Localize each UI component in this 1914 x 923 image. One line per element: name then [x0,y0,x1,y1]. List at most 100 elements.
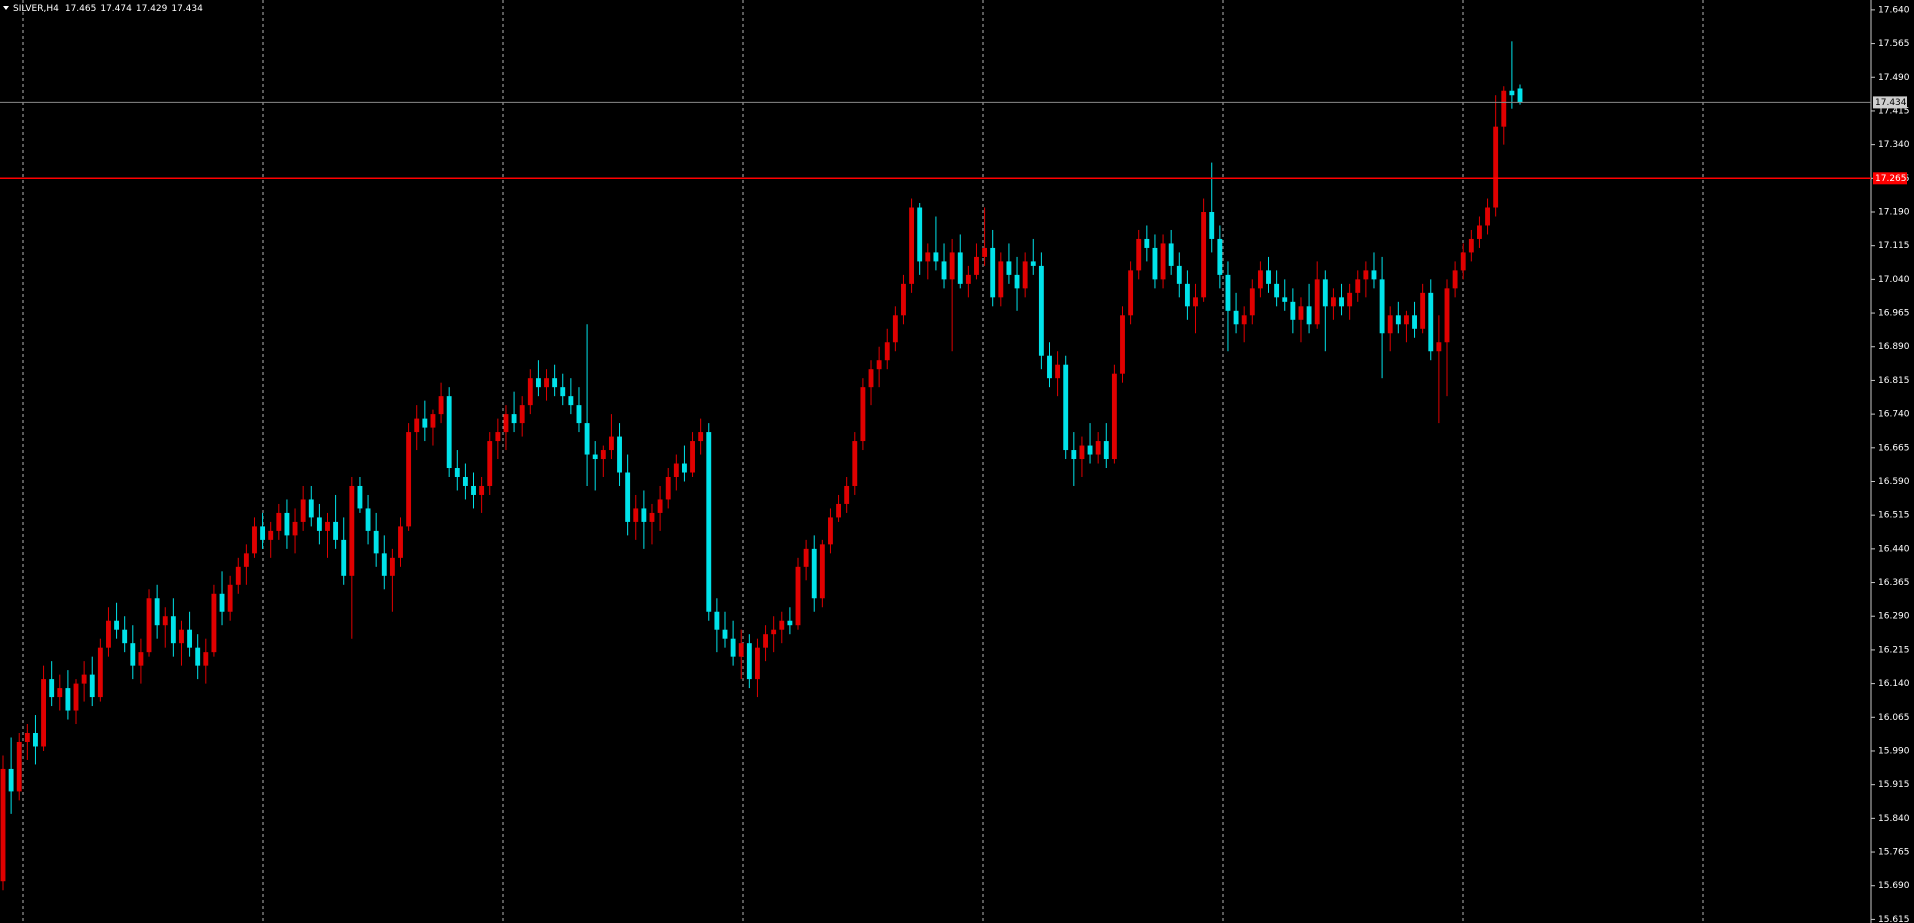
candle-body [1298,306,1304,320]
candle-body [252,526,257,554]
candle-body [1136,238,1142,271]
last-open: 17.465 [65,4,97,14]
candle-body [1485,207,1490,226]
candle-body [965,274,971,284]
last-high: 17.474 [100,4,132,14]
candle-body [1403,315,1409,325]
candle-body [389,557,395,576]
candle-body [608,436,614,451]
candle-body [1006,261,1012,275]
candle-body [1314,279,1320,325]
level-label-box [1873,172,1907,185]
chart-header: SILVER,H4 17.465 17.474 17.429 17.434 [13,4,203,14]
candle-body [974,256,979,275]
y-tick-label: 16.665 [1878,443,1910,453]
candle-body [860,387,866,442]
candle-body [1379,279,1385,334]
candle-body [1468,238,1474,253]
candle-body [406,432,412,527]
y-tick-label: 15.840 [1878,814,1910,824]
candle-body [1014,274,1020,289]
candle-body [1282,297,1288,302]
candle-body [349,485,355,576]
candle-body [1428,292,1434,352]
candle-body [625,472,631,522]
candle-body [633,508,639,522]
candle-body [179,629,184,644]
candle-body [325,521,330,531]
candle-body [982,247,988,257]
candle-body [89,674,95,698]
candle-body [527,378,533,406]
candle-body [584,423,590,455]
candle-body [1274,283,1280,298]
candle-body [114,620,120,630]
candle-body [592,454,598,460]
candle-body [949,252,955,280]
candle-body [1444,288,1450,343]
candle-body [535,378,541,388]
candle-body [844,485,850,504]
candle-body [341,539,347,576]
candle-body [681,463,687,473]
y-tick-label: 17.040 [1878,275,1910,285]
candle-body [162,616,168,626]
candle-body [422,418,428,428]
candle-body [1128,270,1134,316]
candle-body [1501,90,1507,127]
candle-body [154,598,160,626]
candle-body [16,741,22,792]
candle-body [195,647,201,666]
candle-body [292,521,298,536]
candle-body [357,485,363,509]
candle-body [1184,283,1190,307]
candle-body [511,414,517,424]
candle-body [1063,364,1069,451]
candle-body [8,768,14,792]
candle-body [438,396,444,415]
y-tick-label: 16.740 [1878,410,1910,420]
y-tick-label: 17.415 [1878,106,1910,116]
candle-body [641,508,647,522]
candle-body [1266,270,1271,284]
candle-body [462,476,468,486]
candle-body [1412,315,1417,329]
candle-body [828,517,833,545]
candle-body [1030,261,1036,266]
candle-body [1144,238,1150,248]
candle-body [568,396,574,406]
candle-body [1347,292,1353,307]
candle-body [333,521,339,540]
candle-body [730,638,736,657]
candle-body [1371,270,1377,280]
candle-body [795,566,801,626]
candle-body [73,683,79,711]
candle-body [260,526,266,540]
candle-body [454,468,460,477]
candle-body [990,247,996,298]
candle-body [138,652,144,666]
y-tick-label: 16.365 [1878,578,1910,588]
candle-body [300,499,306,522]
candle-body [398,526,403,558]
y-tick-label: 17.115 [1878,241,1910,251]
candle-body [763,634,768,648]
candle-body [722,629,728,639]
candle-body [1095,441,1101,455]
y-tick-label: 16.590 [1878,477,1910,487]
candle-body [235,566,241,585]
y-tick-label: 15.690 [1878,881,1910,891]
candle-body [381,553,387,576]
y-tick-label: 15.615 [1878,915,1910,923]
candle-body [1176,265,1182,284]
last-close: 17.434 [171,4,203,14]
symbol-menu-icon[interactable] [3,6,9,10]
candle-body [1339,297,1344,307]
candle-body [187,629,193,648]
y-tick-label: 16.140 [1878,679,1910,689]
candle-body [917,207,923,262]
candle-body [925,252,931,262]
candle-body [1395,315,1401,325]
candle-body [852,441,858,486]
